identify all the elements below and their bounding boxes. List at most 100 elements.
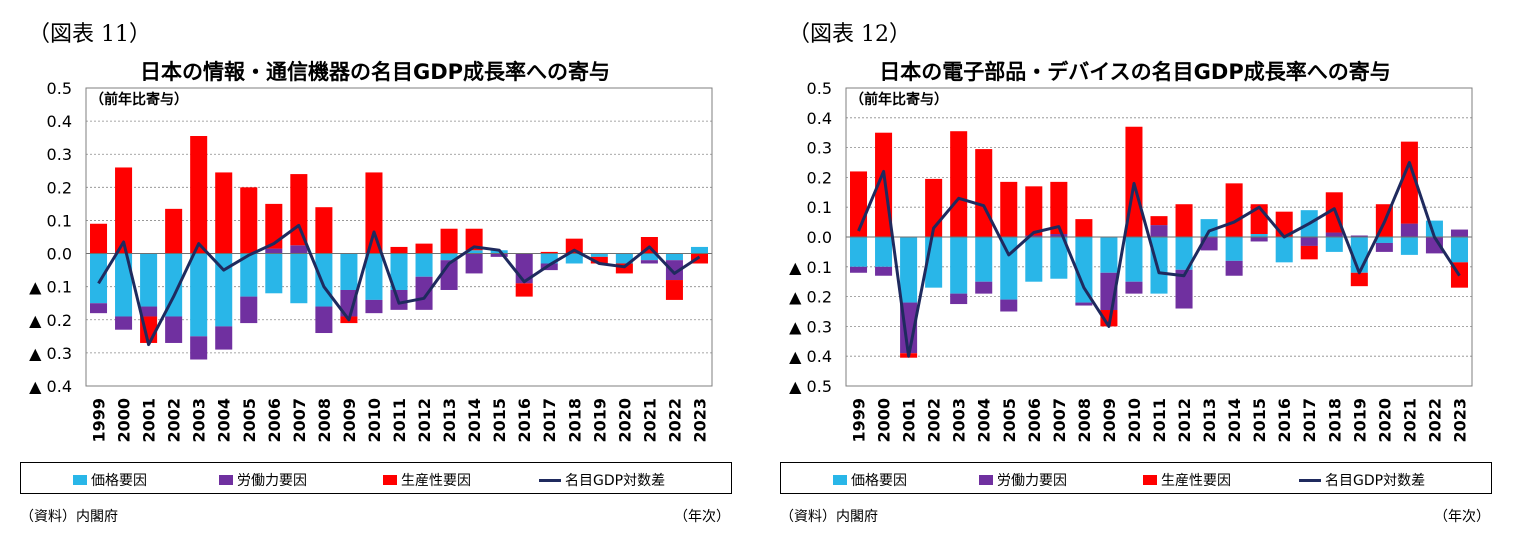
bar-productivity bbox=[540, 251, 558, 254]
bar-labor bbox=[365, 299, 383, 314]
bar-price bbox=[115, 253, 133, 317]
bar-labor bbox=[950, 293, 968, 305]
bar-price bbox=[565, 253, 583, 264]
x-tick-label: 2013 bbox=[440, 398, 459, 443]
x-tick-label: 2016 bbox=[1275, 398, 1294, 443]
bar-price bbox=[1400, 237, 1418, 255]
bar-price bbox=[1200, 219, 1218, 237]
bar-price bbox=[365, 253, 383, 300]
bar-labor bbox=[640, 260, 658, 264]
x-tick-label: 2002 bbox=[925, 398, 944, 443]
bar-productivity bbox=[465, 228, 483, 251]
x-axis-unit: （年次） bbox=[1434, 509, 1490, 525]
bar-labor bbox=[850, 266, 868, 273]
bar-labor bbox=[315, 306, 333, 334]
x-tick-label: 2001 bbox=[900, 398, 919, 443]
bar-productivity bbox=[390, 246, 408, 254]
x-tick-label: 2000 bbox=[875, 398, 894, 443]
y-tick-label: ▲ 0.3 bbox=[789, 317, 832, 336]
y-tick-label: 0.5 bbox=[807, 79, 832, 98]
x-tick-label: 2005 bbox=[1000, 398, 1019, 443]
x-tick-label: 2019 bbox=[1350, 398, 1369, 443]
bar-productivity bbox=[565, 238, 583, 254]
y-tick-label: 0.2 bbox=[47, 178, 72, 197]
bar-productivity bbox=[240, 187, 258, 254]
bar-productivity bbox=[365, 172, 383, 254]
y-tick-label: ▲ 0.4 bbox=[789, 347, 832, 366]
legend-label: 価格要因 bbox=[851, 473, 907, 489]
bar-price bbox=[415, 253, 433, 277]
bar-productivity bbox=[1150, 216, 1168, 226]
source-note: （資料）内閣府 bbox=[20, 509, 118, 525]
x-tick-label: 2006 bbox=[1025, 398, 1044, 443]
figure-label: （図表 12） bbox=[788, 22, 911, 47]
legend-item-line: 名目GDP対数差 bbox=[1299, 470, 1425, 490]
bar-price bbox=[900, 237, 918, 303]
source-note: （資料）内閣府 bbox=[780, 509, 878, 525]
legend-swatch-labor bbox=[219, 475, 233, 485]
y-tick-label: ▲ 0.3 bbox=[29, 344, 72, 363]
x-tick-label: 2014 bbox=[1225, 398, 1244, 443]
chart-plot: 0.5 0.4 0.3 0.2 0.1 0.0 ▲ 0.1 ▲ 0.2 ▲ 0.3 ▲ 0.4 （前… bbox=[29, 79, 713, 443]
x-tick-label: 2005 bbox=[240, 398, 259, 443]
legend-item-labor: 労働力要因 bbox=[979, 470, 1067, 490]
legend: 価格要因 労働力要因 生産性要因 名目GDP対数差 bbox=[780, 462, 1492, 494]
x-tick-label: 2018 bbox=[565, 398, 584, 443]
legend-label: 労働力要因 bbox=[237, 473, 307, 489]
bar-price bbox=[950, 237, 968, 294]
legend-item-labor: 労働力要因 bbox=[219, 470, 307, 490]
bar-productivity bbox=[1025, 186, 1043, 236]
x-tick-label: 2018 bbox=[1325, 398, 1344, 443]
bar-labor bbox=[975, 281, 993, 294]
y-tick-label: 0.1 bbox=[47, 211, 72, 230]
x-tick-label: 2008 bbox=[1075, 398, 1094, 443]
bar-price bbox=[875, 237, 893, 267]
bar-labor bbox=[115, 316, 133, 330]
bar-productivity bbox=[590, 256, 608, 264]
y-axis-label: （前年比寄与） bbox=[90, 91, 188, 108]
bar-price bbox=[140, 253, 158, 307]
chart-plot: 0.5 0.4 0.3 0.2 0.1 0.0 ▲ 0.1 ▲ 0.2 ▲ 0.3 ▲ 0.4 ▲ … bbox=[789, 79, 1473, 443]
bar-labor bbox=[1350, 235, 1368, 237]
x-tick-label: 2013 bbox=[1200, 398, 1219, 443]
x-tick-label: 2015 bbox=[1250, 398, 1269, 443]
bar-labor bbox=[1400, 223, 1418, 237]
x-tick-label: 2023 bbox=[1450, 398, 1469, 443]
x-tick-label: 2012 bbox=[415, 398, 434, 443]
bar-price bbox=[615, 253, 633, 264]
bar-productivity bbox=[440, 228, 458, 254]
y-tick-label: 0.0 bbox=[807, 228, 832, 247]
legend-swatch-price bbox=[833, 475, 847, 485]
bar-productivity bbox=[975, 149, 993, 237]
bar-labor bbox=[290, 245, 308, 254]
x-tick-label: 2004 bbox=[975, 398, 994, 443]
x-tick-label: 2004 bbox=[215, 398, 234, 443]
bar-productivity bbox=[115, 167, 133, 254]
bar-labor bbox=[415, 276, 433, 310]
x-tick-label: 2017 bbox=[1300, 398, 1319, 443]
x-tick-label: 2021 bbox=[1400, 398, 1419, 443]
x-tick-label: 2017 bbox=[540, 398, 559, 443]
x-tick-label: 2022 bbox=[665, 398, 684, 443]
bar-price bbox=[90, 253, 108, 304]
y-tick-label: ▲ 0.2 bbox=[29, 311, 72, 330]
y-tick-label: 0.3 bbox=[807, 139, 832, 158]
chart-panel-11: （図表 11） 日本の情報・通信機器の名目GDP成長率への寄与 0.5 0.4 0.… bbox=[0, 0, 750, 551]
legend-item-line: 名目GDP対数差 bbox=[539, 470, 665, 490]
x-tick-label: 2015 bbox=[490, 398, 509, 443]
x-tick-label: 2009 bbox=[1100, 398, 1119, 443]
bar-labor bbox=[165, 316, 183, 343]
bar-productivity bbox=[215, 172, 233, 254]
bar-price bbox=[1025, 237, 1043, 282]
bar-labor bbox=[1175, 269, 1193, 309]
bar-price bbox=[165, 253, 183, 317]
x-tick-label: 2016 bbox=[515, 398, 534, 443]
legend-label: 価格要因 bbox=[91, 473, 147, 489]
bar-price bbox=[440, 253, 458, 261]
x-tick-label: 2022 bbox=[1425, 398, 1444, 443]
legend-swatch-line bbox=[539, 478, 561, 482]
legend-label: 生産性要因 bbox=[1161, 473, 1231, 489]
bar-price bbox=[975, 237, 993, 282]
bar-price bbox=[1050, 237, 1068, 279]
chart-title: 日本の電子部品・デバイスの名目GDP成長率への寄与 bbox=[879, 60, 1391, 84]
